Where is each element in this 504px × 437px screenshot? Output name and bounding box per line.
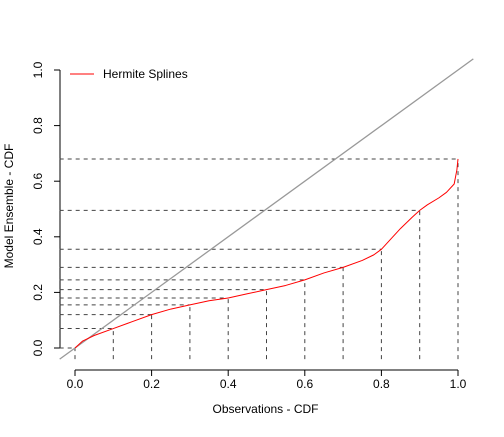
x-tick-label: 0.6 (296, 377, 313, 391)
x-axis-title: Observations - CDF (212, 402, 318, 416)
x-tick-label: 0.2 (143, 377, 160, 391)
y-tick-label: 0.4 (31, 228, 45, 245)
legend: Hermite Splines (70, 67, 188, 81)
series-line (74, 158, 459, 349)
y-axis-title: Model Ensemble - CDF (2, 144, 16, 269)
x-tick-label: 0.0 (67, 377, 84, 391)
y-tick-label: 0.0 (31, 339, 45, 356)
guides-layer (59, 158, 459, 360)
y-tick-label: 0.8 (31, 117, 45, 134)
y-tick-label: 0.2 (31, 284, 45, 301)
reference-line (59, 58, 474, 360)
x-tick-label: 1.0 (450, 377, 467, 391)
series-layer (74, 158, 459, 349)
x-tick-label: 0.4 (220, 377, 237, 391)
y-tick-label: 1.0 (31, 61, 45, 78)
x-tick-label: 0.8 (373, 377, 390, 391)
axes-layer: 0.0 0.2 0.4 0.6 0.8 1.0 0.0 0.2 0.4 0.6 0.8 1.0 (31, 61, 467, 391)
legend-label: Hermite Splines (103, 67, 188, 81)
y-tick-label: 0.6 (31, 173, 45, 190)
refline-layer (59, 58, 474, 360)
